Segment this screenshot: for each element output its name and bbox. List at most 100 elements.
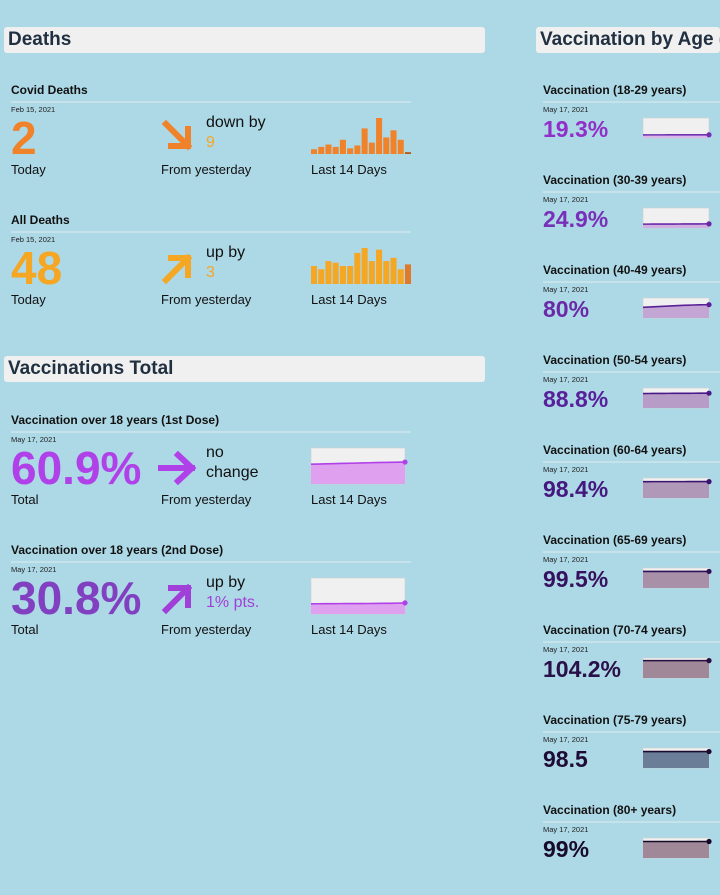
age-group-title: Vaccination (75-79 years) bbox=[543, 713, 687, 727]
spark-last-point bbox=[706, 390, 712, 396]
age-group-sparkline bbox=[642, 477, 712, 499]
arrow-up-right-icon bbox=[161, 253, 193, 285]
spark-last-point bbox=[402, 459, 408, 465]
card-title: All Deaths bbox=[11, 213, 70, 227]
age-group-title: Vaccination (80+ years) bbox=[543, 803, 677, 817]
spark-bar bbox=[339, 139, 346, 154]
value-caption: Total bbox=[11, 622, 39, 637]
spark-area bbox=[643, 304, 709, 318]
spark-area bbox=[311, 602, 405, 614]
divider bbox=[543, 731, 720, 733]
age-group-value: 19.3% bbox=[543, 116, 609, 142]
age-group-date: May 17, 2021 bbox=[543, 375, 589, 384]
change-label: no change bbox=[206, 443, 259, 483]
spark-area bbox=[643, 223, 709, 228]
covid-deaths-value: 2 bbox=[11, 112, 37, 164]
card-title: Vaccination over 18 years (1st Dose) bbox=[11, 413, 220, 427]
divider bbox=[543, 101, 720, 103]
age-group-card: Vaccination (30-39 years) May 17, 2021 24.… bbox=[543, 173, 720, 253]
age-group-date: May 17, 2021 bbox=[543, 825, 589, 834]
spark-caption: Last 14 Days bbox=[311, 292, 387, 307]
divider bbox=[543, 191, 720, 193]
change-label: down by 9 bbox=[206, 113, 266, 153]
spark-last-point bbox=[706, 132, 712, 138]
age-group-sparkline bbox=[642, 837, 712, 859]
change-caption: From yesterday bbox=[161, 622, 252, 637]
age-group-value: 88.8% bbox=[543, 386, 609, 412]
card-title: Vaccination over 18 years (2nd Dose) bbox=[11, 543, 224, 557]
age-group-date: May 17, 2021 bbox=[543, 195, 589, 204]
vaccinations-total-header: Vaccinations Total bbox=[4, 356, 485, 382]
divider bbox=[543, 281, 720, 283]
value-caption: Today bbox=[11, 292, 46, 307]
age-group-card: Vaccination (75-79 years) May 17, 2021 98.… bbox=[543, 713, 720, 793]
spark-bar bbox=[397, 269, 404, 284]
spark-bar bbox=[376, 118, 383, 154]
spark-bar bbox=[318, 146, 325, 154]
age-group-sparkline bbox=[642, 747, 712, 769]
spark-area bbox=[643, 660, 709, 678]
age-group-value: 24.9% bbox=[543, 206, 609, 232]
divider bbox=[11, 231, 411, 233]
card-date: Feb 15, 2021 bbox=[11, 235, 56, 244]
spark-bar bbox=[347, 266, 354, 284]
spark-last-point bbox=[706, 838, 712, 845]
change-value: 3 bbox=[206, 264, 215, 281]
spark-bar bbox=[404, 152, 411, 154]
change-value: change bbox=[206, 464, 259, 481]
age-group-sparkline bbox=[642, 387, 712, 409]
age-group-card: Vaccination (40-49 years) May 17, 2021 80% bbox=[543, 263, 720, 343]
spark-bar bbox=[332, 262, 339, 284]
dose2-sparkline bbox=[310, 577, 408, 615]
spark-caption: Last 14 Days bbox=[311, 162, 387, 177]
spark-bar bbox=[368, 142, 375, 154]
change-caption: From yesterday bbox=[161, 162, 252, 177]
arrow-up-right-icon bbox=[161, 583, 193, 615]
spark-line bbox=[310, 461, 406, 465]
spark-bar bbox=[376, 249, 383, 284]
change-caption: From yesterday bbox=[161, 292, 252, 307]
spark-last-point bbox=[706, 302, 712, 308]
all-deaths-value: 48 bbox=[11, 242, 63, 294]
age-group-sparkline bbox=[642, 567, 712, 589]
spark-bar bbox=[354, 145, 361, 154]
spark-bar bbox=[311, 266, 318, 284]
age-group-value: 99.5% bbox=[543, 566, 609, 592]
value-caption: Today bbox=[11, 162, 46, 177]
spark-area bbox=[643, 393, 709, 408]
covid-deaths-sparkline bbox=[311, 118, 411, 154]
spark-area bbox=[643, 751, 709, 768]
age-group-title: Vaccination (60-64 years) bbox=[543, 443, 687, 457]
change-text: no bbox=[206, 444, 224, 461]
dose1-value: 60.9% bbox=[11, 442, 142, 494]
arrow-down-right-icon bbox=[161, 119, 193, 151]
vaccination-dose2-card: Vaccination over 18 years (2nd Dose) May… bbox=[11, 543, 411, 643]
age-group-title: Vaccination (30-39 years) bbox=[543, 173, 687, 187]
covid-deaths-card: Covid Deaths Feb 15, 2021 2 Today down b… bbox=[11, 83, 411, 183]
age-group-title: Vaccination (50-54 years) bbox=[543, 353, 687, 367]
age-group-date: May 17, 2021 bbox=[543, 105, 589, 114]
spark-last-point bbox=[706, 221, 712, 227]
age-group-sparkline bbox=[642, 297, 712, 319]
card-date: May 17, 2021 bbox=[11, 435, 57, 444]
spark-bar bbox=[404, 264, 411, 284]
all-deaths-sparkline bbox=[311, 248, 411, 284]
spark-bar bbox=[368, 261, 375, 284]
age-group-sparkline bbox=[642, 657, 712, 679]
age-group-date: May 17, 2021 bbox=[543, 735, 589, 744]
spark-area bbox=[311, 462, 405, 484]
spark-bar bbox=[325, 261, 332, 284]
arrow-right-icon bbox=[158, 451, 197, 485]
divider bbox=[543, 371, 720, 373]
spark-bar bbox=[354, 252, 361, 284]
spark-area bbox=[643, 841, 709, 858]
divider bbox=[11, 561, 411, 563]
divider bbox=[543, 821, 720, 823]
divider bbox=[543, 641, 720, 643]
spark-bar bbox=[383, 261, 390, 284]
spark-line bbox=[310, 602, 406, 605]
spark-last-point bbox=[706, 658, 712, 664]
all-deaths-card: All Deaths Feb 15, 2021 48 Today up by 3… bbox=[11, 213, 411, 313]
age-group-title: Vaccination (18-29 years) bbox=[543, 83, 687, 97]
deaths-header: Deaths bbox=[4, 27, 485, 53]
